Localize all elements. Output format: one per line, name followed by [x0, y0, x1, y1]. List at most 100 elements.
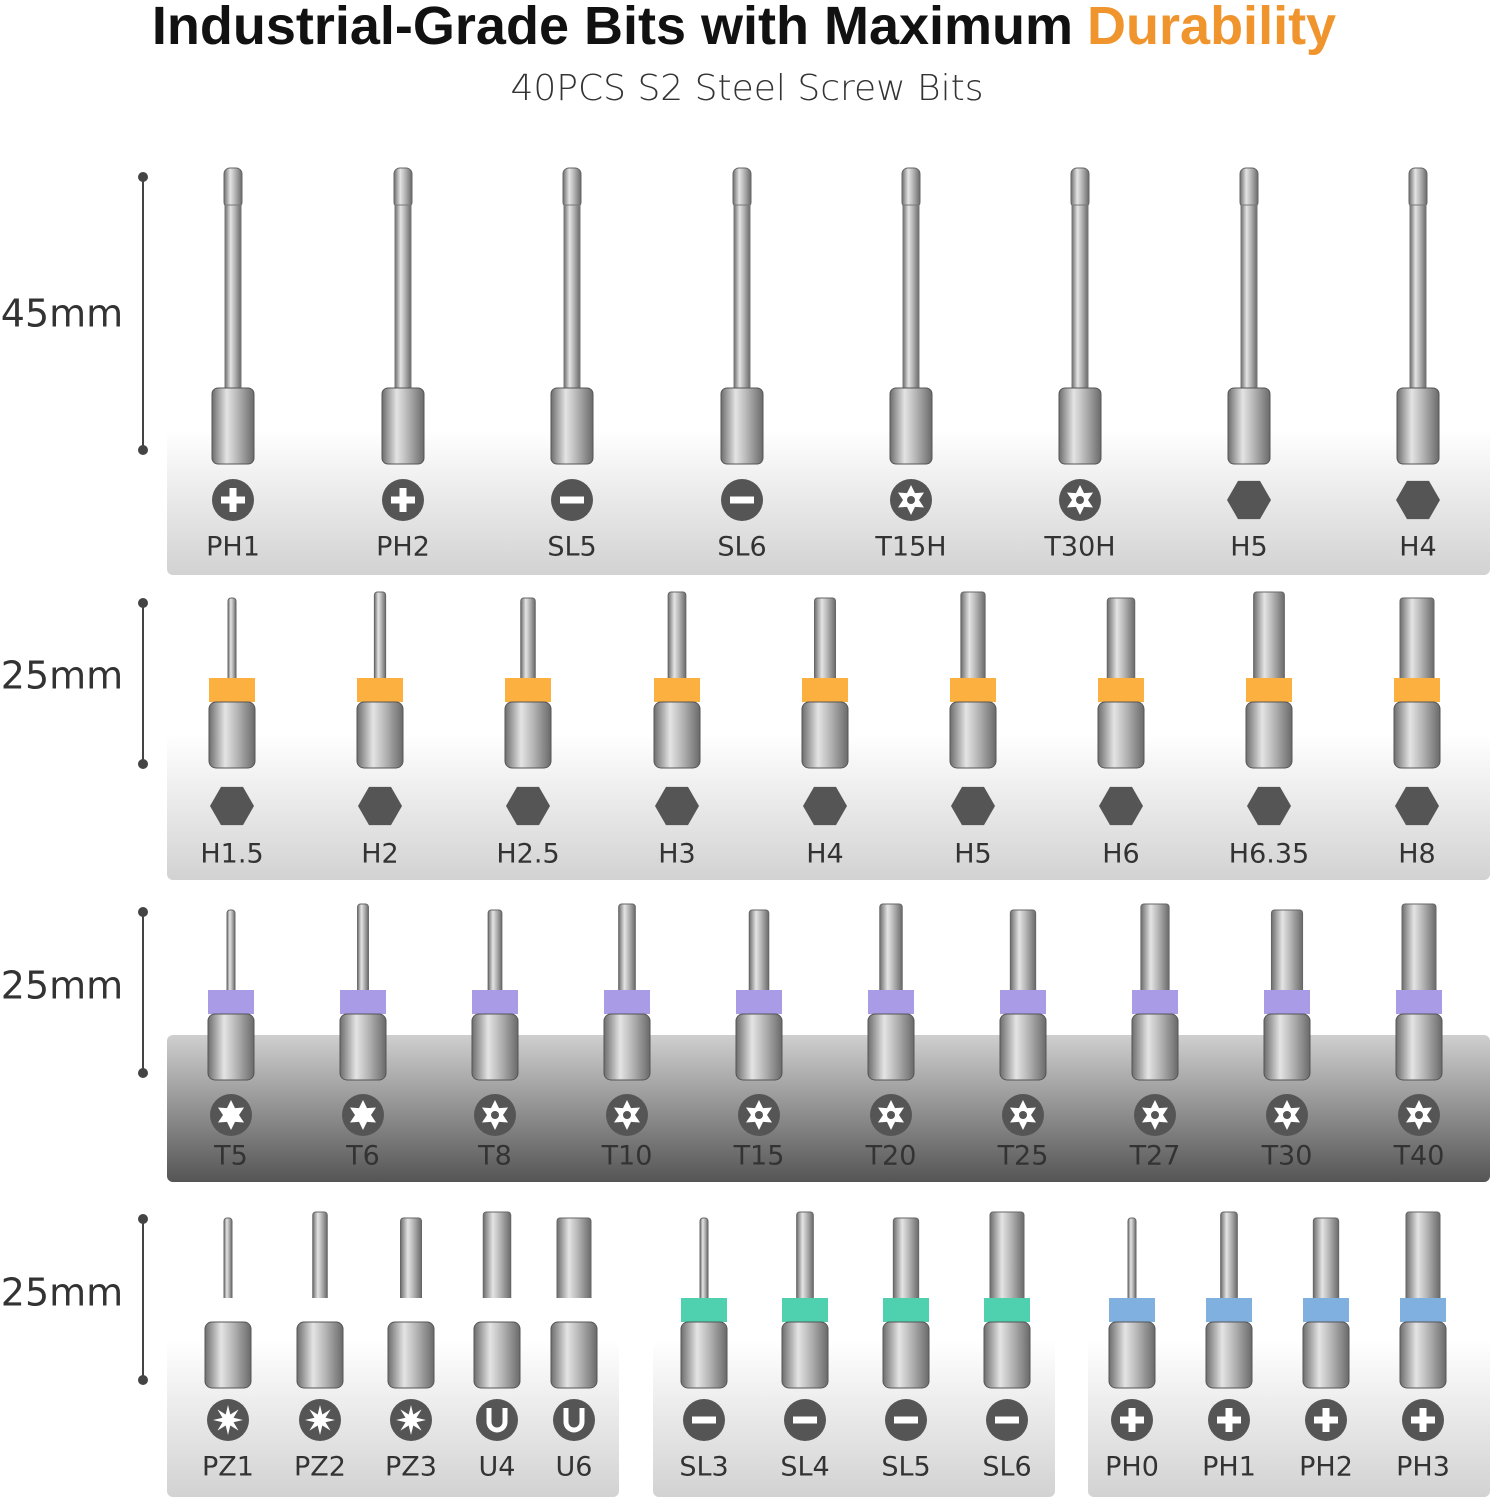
- shape-icon: [890, 479, 932, 521]
- bit: [471, 909, 519, 1081]
- bit-tip: [1140, 903, 1170, 1005]
- bit-hex: [211, 387, 255, 465]
- bit-hex: [1396, 387, 1440, 465]
- torx-hole: [1283, 1111, 1291, 1119]
- bit: [473, 1211, 521, 1389]
- bit-hex: [296, 1321, 344, 1389]
- shape-icon: [1099, 786, 1143, 826]
- torx-glyph: [350, 1100, 376, 1130]
- dimension-dot: [138, 907, 148, 917]
- bit-shaft: [902, 204, 920, 391]
- bit-label: PH1: [1202, 1452, 1256, 1483]
- bit-band: [208, 990, 254, 1014]
- bit-hex: [1302, 1321, 1350, 1389]
- bit-band: [340, 990, 386, 1014]
- minus: [995, 1416, 1019, 1424]
- bit-hex: [204, 1321, 252, 1389]
- bit-hex: [889, 387, 933, 465]
- bit-shaft: [733, 204, 751, 391]
- shape-icon: [1111, 1399, 1153, 1441]
- torx-hole: [755, 1111, 763, 1119]
- bit: [381, 167, 425, 465]
- bit-hex: [680, 1321, 728, 1389]
- bit: [207, 909, 255, 1081]
- plus-v: [399, 488, 407, 512]
- bit-shaft: [563, 204, 581, 391]
- bit-band: [604, 990, 650, 1014]
- dimension-dot: [138, 1214, 148, 1224]
- bit: [781, 1211, 829, 1389]
- shape-icon: [1247, 786, 1291, 826]
- shape-icon: [382, 479, 424, 521]
- pozi-glyph: [396, 1405, 426, 1435]
- bit-band: [868, 990, 914, 1014]
- platform: [1088, 1340, 1490, 1497]
- platform: [653, 1340, 1055, 1497]
- bit-tip: [901, 167, 921, 209]
- bit-band: [950, 678, 996, 702]
- pozi-glyph: [305, 1405, 335, 1435]
- bit-band: [1396, 990, 1442, 1014]
- bit-label: PH3: [1396, 1452, 1450, 1483]
- shape-icon: [553, 1399, 595, 1441]
- torx-hole: [1019, 1111, 1027, 1119]
- bit-band: [883, 1298, 929, 1322]
- bit: [1131, 903, 1179, 1081]
- plus-v: [229, 488, 237, 512]
- bit-tip: [796, 1211, 814, 1313]
- torx-hole: [1076, 496, 1084, 504]
- bit: [1205, 1211, 1253, 1389]
- shape-icon: [951, 786, 995, 826]
- bit: [211, 167, 255, 465]
- bit-band: [505, 678, 551, 702]
- bit: [735, 909, 783, 1081]
- bit-tip: [732, 167, 752, 209]
- bit: [1393, 597, 1441, 769]
- bit: [1263, 909, 1311, 1081]
- bit-hex: [207, 1013, 255, 1081]
- bit: [720, 167, 764, 465]
- bit-hex: [208, 701, 256, 769]
- bit: [1399, 1211, 1447, 1389]
- bit-tip: [960, 591, 986, 693]
- hex-icon: [358, 786, 402, 826]
- minus: [692, 1416, 716, 1424]
- length-label: 25mm: [1, 654, 123, 698]
- bit-tip: [373, 591, 387, 693]
- torx-hole: [887, 1111, 895, 1119]
- bit-hex: [1097, 701, 1145, 769]
- bit: [208, 597, 256, 769]
- bit-label: H3: [658, 839, 695, 870]
- bit-band: [782, 1298, 828, 1322]
- hex-icon: [506, 786, 550, 826]
- bit-label: T15H: [874, 532, 946, 563]
- bit-hex: [1395, 1013, 1443, 1081]
- bit-label: SL6: [982, 1452, 1031, 1483]
- bit-tip: [357, 903, 369, 1005]
- bit-label: SL5: [547, 532, 596, 563]
- bit-label: T8: [477, 1141, 512, 1172]
- dimension-dot: [138, 598, 148, 608]
- shape-icon: [870, 1094, 912, 1136]
- bit-hex: [356, 701, 404, 769]
- bit-label: T10: [601, 1141, 653, 1172]
- bit-label: T6: [345, 1141, 380, 1172]
- bit-label: H5: [954, 839, 991, 870]
- bit: [1227, 167, 1271, 465]
- bit-band: [472, 990, 518, 1014]
- shape-icon: [390, 1399, 432, 1441]
- bit-hex: [867, 1013, 915, 1081]
- bit-hex: [1245, 701, 1293, 769]
- bit-tip: [393, 167, 413, 209]
- torx-hole: [491, 1111, 499, 1119]
- bit-shaft: [1240, 204, 1258, 391]
- bit-tip: [667, 591, 687, 693]
- shape-icon: [606, 1094, 648, 1136]
- bit-tip: [223, 167, 243, 209]
- hex-icon: [210, 786, 254, 826]
- bit-hex: [1108, 1321, 1156, 1389]
- plus-v: [1419, 1408, 1427, 1432]
- shape-icon: [721, 479, 763, 521]
- bit: [1395, 903, 1443, 1081]
- shape-icon: [655, 786, 699, 826]
